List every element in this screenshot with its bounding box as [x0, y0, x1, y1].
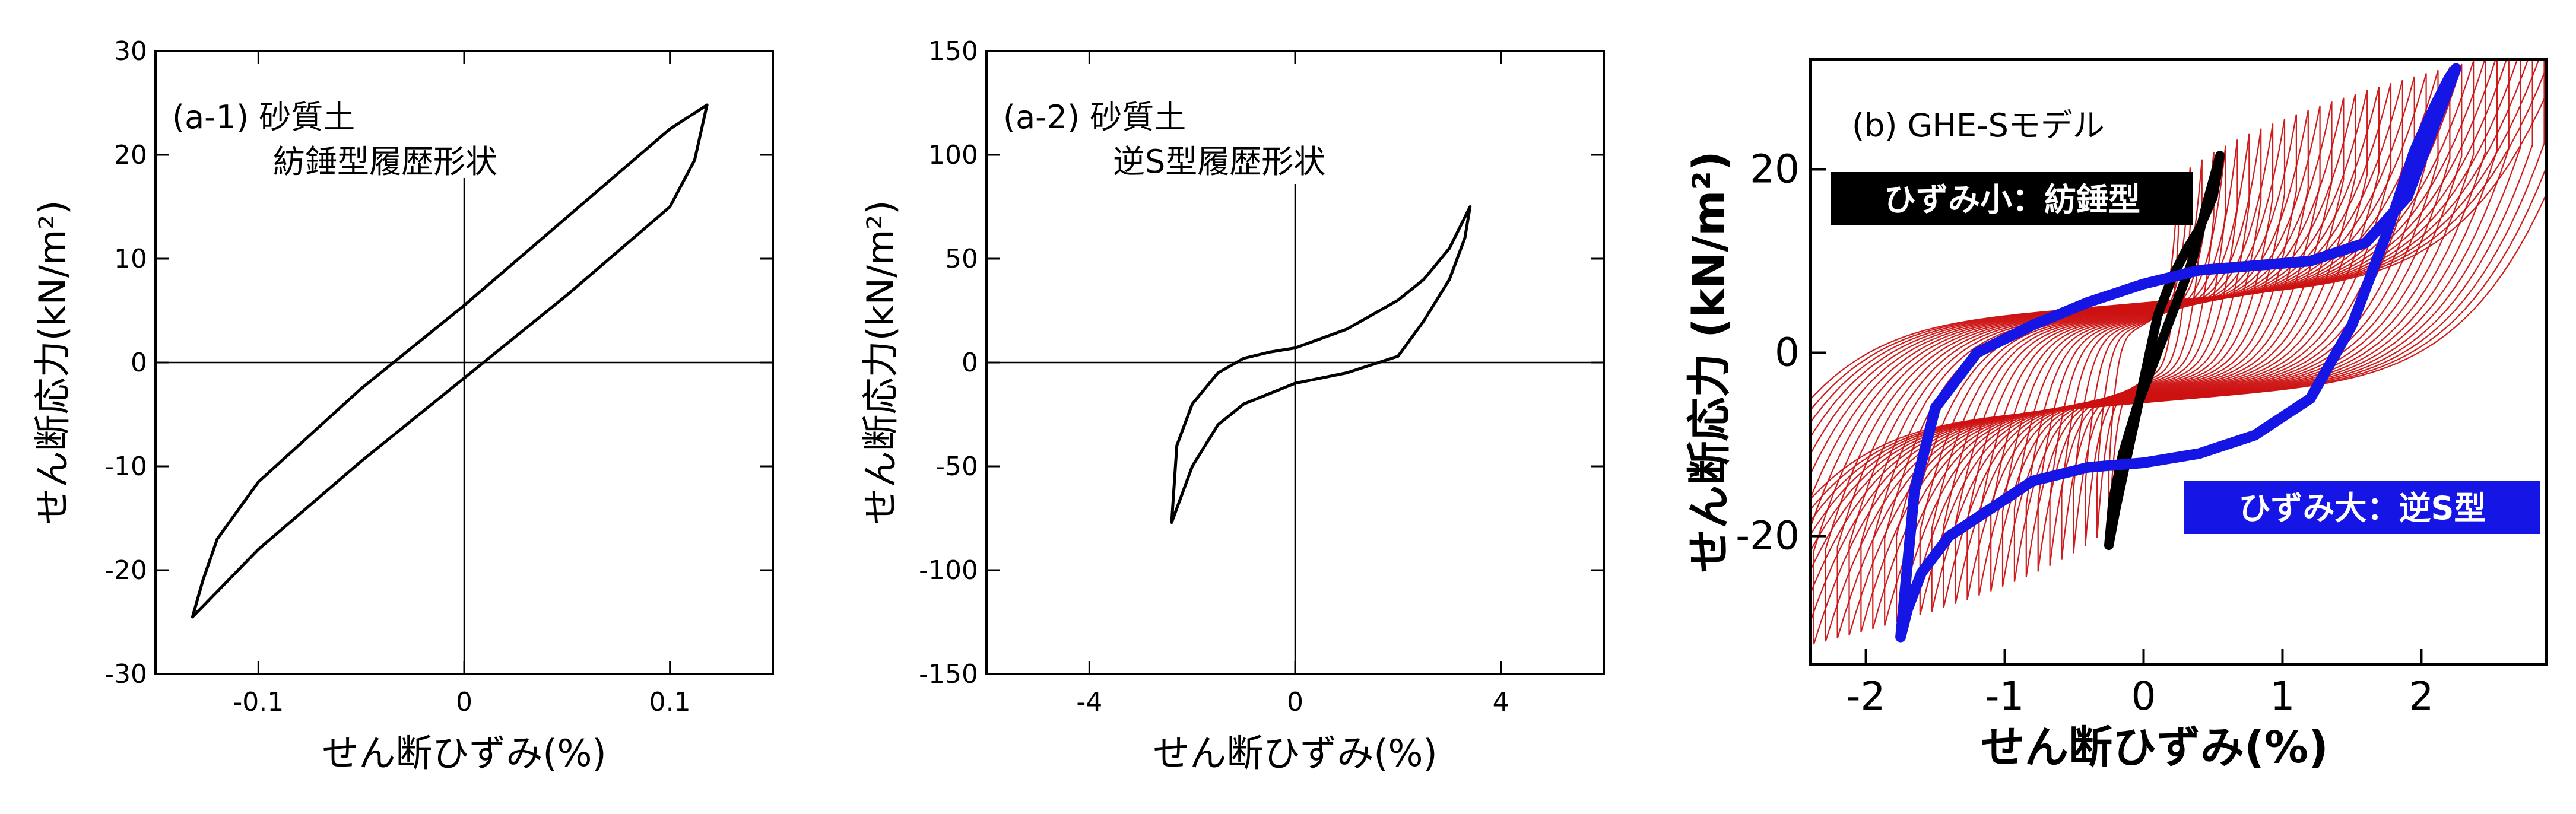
y-tick-label: -20	[104, 555, 147, 586]
large-strain-label-box	[2184, 481, 2540, 534]
small-strain-loop	[2104, 151, 2225, 551]
panel-a1-chart: -30 -20 -10 0 10 20 30 -0.1 0 0.1 せん断ひずみ(%) せん断応力(k…	[31, 36, 774, 775]
y-tick-label: -10	[104, 451, 147, 482]
plot-frame	[1809, 58, 2548, 666]
panel-label: (a-1) 砂質土	[172, 98, 355, 136]
x-tick-label: -2	[1847, 673, 1886, 719]
y-tick-label: 50	[945, 244, 978, 274]
y-tick-label: -150	[919, 659, 978, 689]
y-tick-label: -30	[104, 659, 147, 689]
y-axis-label: せん断応力 (kN/m²)	[1684, 151, 1735, 573]
panel-annotation: 紡錘型履歴形状	[273, 143, 497, 180]
y-axis-label: せん断応力(kN/m²)	[859, 201, 902, 525]
x-tick-label: 0	[1287, 687, 1303, 717]
large-strain-label-text: ひずみ大：逆S型	[2239, 489, 2486, 527]
y-tick-label: -100	[919, 555, 978, 586]
panel-b-chart: -20 0 20 -2 -1 0 1 2 せん断ひずみ(%) せん断応力 (kN/m²) (b) G…	[1684, 58, 2548, 773]
x-tick-label: 4	[1493, 687, 1509, 717]
small-strain-label-text: ひずみ小：紡錘型	[1884, 181, 2140, 218]
x-tick-label: 0.1	[649, 687, 691, 717]
panel-label: (b) GHE-Sモデル	[1852, 107, 2105, 144]
panel-a2-chart: -150 -100 -50 0 50 100 150 -4 0 4 せん断ひずみ(%) せん断応力(k…	[859, 36, 1605, 775]
y-tick-label: -20	[1736, 513, 1800, 559]
y-tick-label: -50	[935, 451, 978, 482]
x-tick-label: -1	[1985, 673, 2025, 719]
y-tick-label: 20	[1750, 146, 1800, 192]
x-axis-label: せん断ひずみ(%)	[1981, 722, 2328, 773]
y-tick-label: 20	[114, 140, 147, 170]
panel-label: (a-2) 砂質土	[1003, 98, 1186, 136]
x-tick-label: -4	[1076, 687, 1102, 717]
x-tick-label: -0.1	[233, 687, 284, 717]
y-tick-label: 30	[114, 36, 147, 66]
family-loop	[1810, 93, 2546, 501]
series-line	[191, 103, 709, 619]
y-tick-label: 0	[962, 348, 978, 378]
large-strain-loop	[1895, 63, 2461, 643]
small-strain-label-box	[1831, 172, 2193, 225]
y-tick-label: 0	[131, 348, 147, 378]
panel-annotation: 逆S型履歴形状	[1113, 143, 1325, 180]
x-tick-label: 0	[456, 687, 472, 717]
x-tick-label: 2	[2409, 673, 2434, 719]
x-tick-label: 1	[2270, 673, 2295, 719]
family-loop	[1825, 63, 2463, 642]
y-tick-label: 0	[1775, 330, 1800, 376]
x-axis-label: せん断ひずみ(%)	[322, 732, 606, 775]
x-tick-label: 0	[2131, 673, 2156, 719]
x-axis-label: せん断ひずみ(%)	[1153, 732, 1437, 775]
series-line	[1170, 205, 1472, 524]
family-loop	[1884, 80, 2403, 626]
y-tick-label: 100	[928, 140, 978, 170]
y-tick-label: 150	[928, 36, 978, 66]
y-tick-label: 10	[114, 244, 147, 274]
y-axis-label: せん断応力(kN/m²)	[31, 201, 74, 525]
plot-area	[1810, 59, 2546, 645]
